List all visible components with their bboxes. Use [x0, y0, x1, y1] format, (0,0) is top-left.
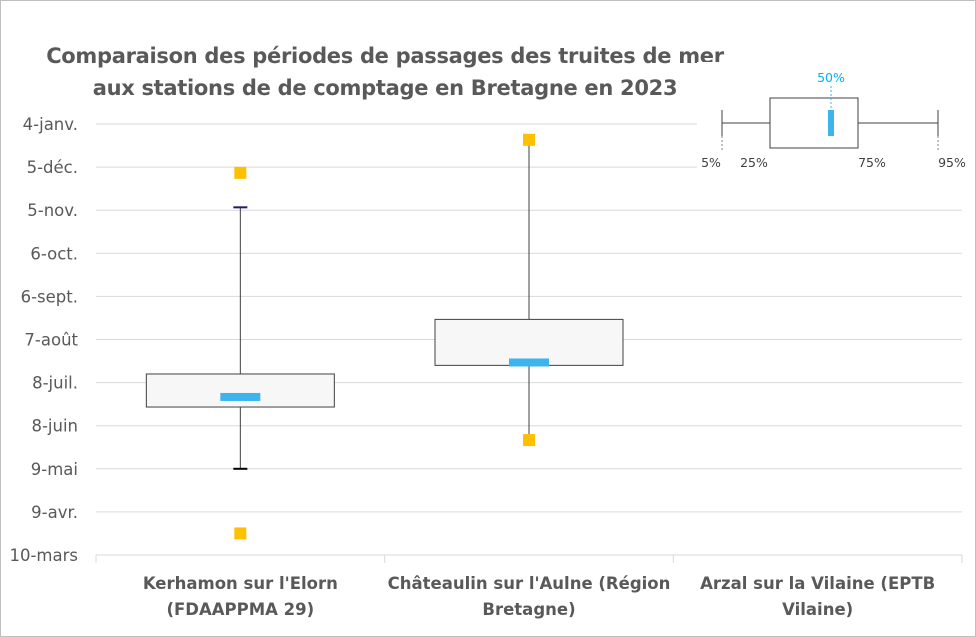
y-tick-label: 5-déc. — [27, 158, 78, 177]
min-marker — [523, 434, 535, 447]
y-tick-label: 7-août — [24, 331, 78, 350]
chart-title-line-1: Comparaison des périodes de passages des… — [46, 44, 724, 68]
legend-median-label: 50% — [817, 70, 845, 85]
median-marker — [509, 358, 549, 367]
y-tick-label: 4-janv. — [23, 115, 78, 134]
median-marker — [220, 392, 261, 401]
box-iqr — [434, 318, 624, 366]
x-category-label: (FDAAPPMA 29) — [166, 600, 314, 619]
x-category-label: Kerhamon sur l'Elorn — [143, 574, 338, 593]
x-category-label: Bretagne) — [482, 600, 575, 619]
max-marker — [523, 133, 535, 146]
x-category-label: Vilaine) — [782, 600, 853, 619]
max-marker — [234, 166, 247, 179]
y-tick-label: 9-mai — [31, 460, 78, 479]
legend-box — [769, 97, 859, 149]
min-marker — [234, 527, 247, 540]
legend-p25-label: 25% — [740, 155, 768, 170]
chart-title: Comparaison des périodes de passages des… — [40, 40, 730, 104]
legend-p95-label: 95% — [938, 155, 966, 170]
legend-median-marker — [828, 110, 834, 136]
y-tick-label: 10-mars — [9, 546, 78, 565]
x-category-label: Châteaulin sur l'Aulne (Région — [388, 574, 671, 593]
box-iqr — [145, 373, 335, 408]
y-tick-label: 5-nov. — [27, 201, 78, 220]
legend-p75-label: 75% — [858, 155, 886, 170]
y-tick-label: 9-avr. — [31, 503, 78, 522]
legend-p5-label: 5% — [701, 155, 721, 170]
y-tick-label: 8-juil. — [32, 374, 78, 393]
y-tick-label: 6-oct. — [30, 244, 78, 263]
y-tick-label: 6-sept. — [21, 287, 78, 306]
x-category-label: Arzal sur la Vilaine (EPTB — [700, 574, 935, 593]
y-tick-label: 8-juin — [31, 417, 78, 436]
chart-title-line-2: aux stations de de comptage en Bretagne … — [92, 76, 678, 100]
